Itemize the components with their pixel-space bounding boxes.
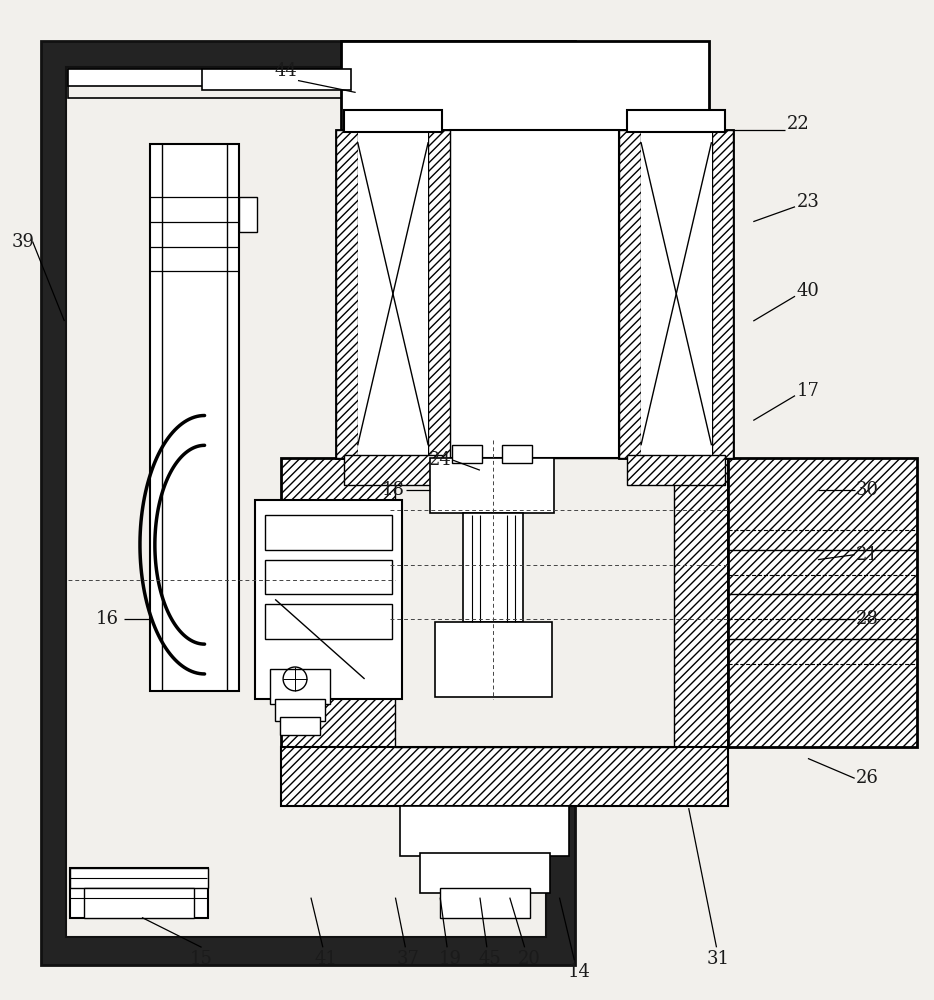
Text: 30: 30 xyxy=(856,481,879,499)
Bar xyxy=(265,515,392,550)
Bar xyxy=(641,130,712,458)
Text: 37: 37 xyxy=(397,950,419,968)
Bar xyxy=(627,110,726,132)
Bar xyxy=(40,41,575,965)
Text: 16: 16 xyxy=(95,610,119,628)
Bar xyxy=(452,445,482,463)
Bar xyxy=(276,699,325,721)
Bar xyxy=(336,130,358,458)
Text: 21: 21 xyxy=(856,546,879,564)
Bar xyxy=(428,130,450,458)
Text: 39: 39 xyxy=(11,233,35,251)
Bar xyxy=(619,130,641,458)
Text: 40: 40 xyxy=(797,282,819,300)
Bar xyxy=(270,669,330,704)
Bar xyxy=(265,604,392,639)
Text: 14: 14 xyxy=(568,963,591,981)
Bar xyxy=(239,197,257,232)
Text: 20: 20 xyxy=(518,950,541,968)
Bar xyxy=(84,888,193,918)
Bar xyxy=(450,130,619,458)
Bar xyxy=(202,69,350,90)
Bar xyxy=(463,513,523,622)
Bar xyxy=(435,622,553,697)
Bar xyxy=(265,560,392,594)
Bar xyxy=(68,69,544,98)
Text: 28: 28 xyxy=(856,610,879,628)
Text: 15: 15 xyxy=(191,950,213,968)
Bar xyxy=(66,67,545,937)
Bar xyxy=(619,130,733,458)
Bar xyxy=(344,455,442,485)
Text: 24: 24 xyxy=(429,451,451,469)
Bar xyxy=(66,67,545,937)
Text: 22: 22 xyxy=(786,115,810,133)
Bar xyxy=(729,458,917,747)
Bar xyxy=(431,458,555,513)
Text: 31: 31 xyxy=(707,950,730,968)
Bar xyxy=(401,806,570,856)
Text: 41: 41 xyxy=(315,950,337,968)
Bar xyxy=(70,868,207,888)
Bar xyxy=(440,888,530,918)
Bar xyxy=(255,500,403,699)
Text: 45: 45 xyxy=(478,950,502,968)
Text: 18: 18 xyxy=(382,481,405,499)
Bar xyxy=(281,458,729,747)
Text: 44: 44 xyxy=(275,62,297,80)
Bar xyxy=(395,458,673,747)
Bar xyxy=(502,445,531,463)
Bar xyxy=(68,69,544,86)
Text: 26: 26 xyxy=(856,769,879,787)
Bar xyxy=(336,130,450,458)
Bar xyxy=(281,747,729,806)
Text: 17: 17 xyxy=(797,382,819,400)
Bar xyxy=(627,455,726,485)
Bar xyxy=(395,458,673,747)
Bar xyxy=(712,130,733,458)
Text: 23: 23 xyxy=(797,193,819,211)
Bar xyxy=(420,853,549,893)
Bar xyxy=(344,110,442,132)
Bar xyxy=(358,130,428,458)
Bar xyxy=(341,41,709,130)
Bar xyxy=(70,868,207,918)
Text: 19: 19 xyxy=(439,950,461,968)
Bar xyxy=(149,144,239,691)
Bar xyxy=(280,717,319,735)
